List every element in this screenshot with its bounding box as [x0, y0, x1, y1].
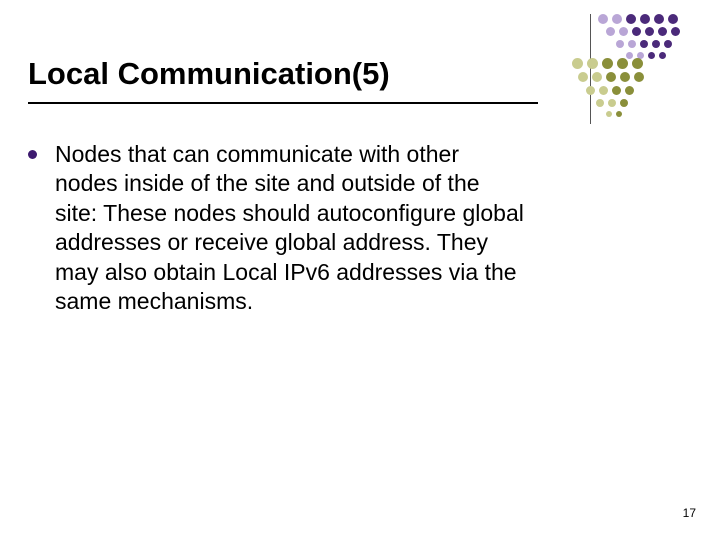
slide: Local Communication(5) Nodes that can co…	[0, 0, 720, 540]
page-number: 17	[683, 506, 696, 520]
bullet-text: Nodes that can communicate with other no…	[55, 140, 528, 317]
decor-line	[590, 14, 591, 124]
slide-body: Nodes that can communicate with other no…	[28, 140, 528, 317]
corner-decoration	[542, 14, 702, 134]
bullet-item: Nodes that can communicate with other no…	[28, 140, 528, 317]
slide-title: Local Communication(5)	[28, 56, 390, 92]
bullet-icon	[28, 150, 37, 159]
title-underline	[28, 102, 538, 104]
